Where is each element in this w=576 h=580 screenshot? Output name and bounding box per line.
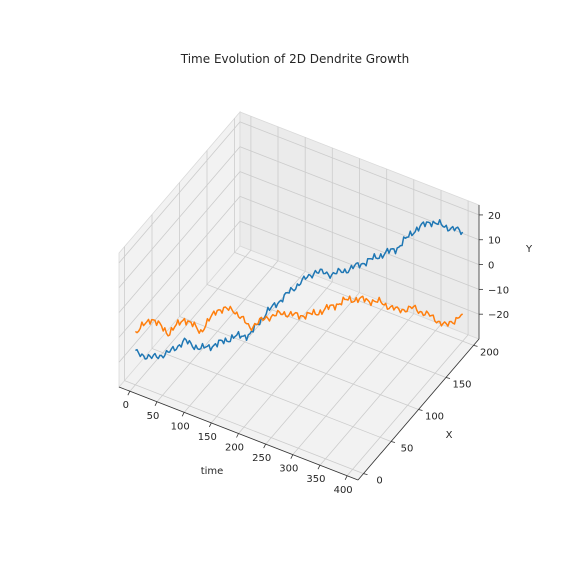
x-tick-mark xyxy=(181,412,185,417)
grid-line-time xyxy=(210,147,333,424)
x-tick-label: 250 xyxy=(252,453,271,464)
x-tick-label: 50 xyxy=(147,411,160,422)
y-axis-label: X xyxy=(446,430,453,441)
grid-line-x xyxy=(234,118,474,346)
z-tick-label: 10 xyxy=(488,236,501,247)
x-tick-label: 400 xyxy=(334,485,353,496)
x-axis-label: time xyxy=(201,466,224,477)
x-tick-mark xyxy=(236,433,239,438)
grid-line-time xyxy=(292,179,415,455)
y-tick-mark xyxy=(363,473,368,475)
z-tick-label: −10 xyxy=(488,285,509,296)
x-tick-mark xyxy=(127,391,131,396)
grid-line-x xyxy=(151,214,392,442)
series-line-1 xyxy=(135,219,464,360)
grid-line-time xyxy=(183,137,306,413)
x-tick-label: 350 xyxy=(306,474,325,485)
grid-line-y xyxy=(118,146,480,288)
z-tick-label: −20 xyxy=(488,310,509,321)
grid-line-y xyxy=(118,121,480,264)
series-lines xyxy=(134,219,464,360)
x-tick-mark xyxy=(208,422,212,428)
grid-line-time xyxy=(238,158,360,434)
y-tick-label: 200 xyxy=(480,347,499,358)
x-tick-mark xyxy=(290,454,294,459)
y-tick-mark xyxy=(418,409,423,411)
y-tick-mark xyxy=(445,377,451,379)
x-tick-label: 150 xyxy=(198,432,217,443)
y-tick-label: 50 xyxy=(401,444,414,455)
y-tick-mark xyxy=(390,441,396,443)
grid-line-x xyxy=(124,246,364,474)
z-tick-label: 20 xyxy=(488,211,501,222)
x-tick-mark xyxy=(317,465,321,470)
z-axis-label: Y xyxy=(525,244,533,255)
x-tick-label: 100 xyxy=(171,421,190,432)
grid-line-time xyxy=(346,200,469,477)
y-tick-mark xyxy=(473,345,478,347)
x-tick-label: 0 xyxy=(123,400,129,411)
x-tick-mark xyxy=(154,401,158,406)
grid-line-x xyxy=(179,182,419,410)
grid-line-x xyxy=(206,150,447,378)
x-tick-mark xyxy=(344,475,348,480)
grid-line-time xyxy=(156,126,279,403)
tick-labels: 050100150200250300350400050100150200−20−… xyxy=(123,211,509,496)
series-line-2 xyxy=(134,295,464,337)
grid-line-y xyxy=(118,220,480,363)
x-tick-label: 200 xyxy=(225,443,244,454)
x-tick-mark xyxy=(263,443,267,449)
y-tick-label: 0 xyxy=(376,476,382,487)
y-tick-label: 100 xyxy=(425,412,444,423)
grid-lines xyxy=(118,116,480,477)
grid-line-y xyxy=(118,171,480,313)
chart-title: Time Evolution of 2D Dendrite Growth xyxy=(180,52,409,66)
grid-line-y xyxy=(118,195,480,338)
grid-line-time xyxy=(129,116,252,392)
y-tick-label: 150 xyxy=(452,379,471,390)
grid-line-time xyxy=(265,169,388,445)
tick-marks xyxy=(118,205,483,481)
z-tick-label: 0 xyxy=(488,261,494,272)
x-tick-label: 300 xyxy=(279,464,298,475)
